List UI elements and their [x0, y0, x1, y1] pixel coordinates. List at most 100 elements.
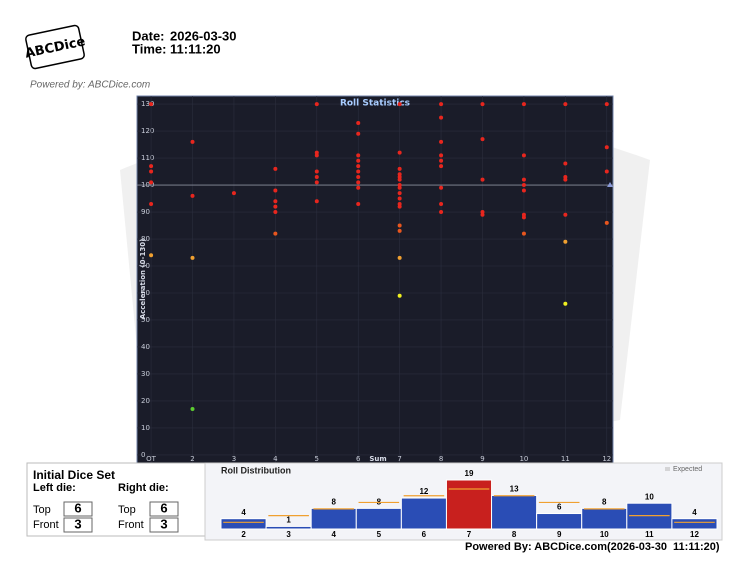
data-point	[149, 164, 154, 169]
data-point	[397, 191, 402, 196]
data-point	[314, 174, 319, 179]
x-tick-label: 11	[561, 455, 570, 463]
data-point	[356, 169, 361, 174]
data-point	[149, 201, 154, 206]
value-label: 4	[241, 508, 246, 517]
data-point	[314, 102, 319, 107]
data-point	[397, 196, 402, 201]
data-point	[314, 199, 319, 204]
value-box	[63, 517, 93, 533]
data-point	[563, 161, 568, 166]
bar	[400, 497, 447, 530]
data-point	[397, 255, 402, 260]
x-tick-label: 8	[439, 455, 443, 463]
data-point	[439, 139, 444, 144]
data-point	[273, 210, 278, 215]
data-point	[356, 164, 361, 169]
data-point	[397, 166, 402, 171]
data-point	[563, 212, 568, 217]
data-point	[604, 169, 609, 174]
legend-label: Expected	[673, 466, 702, 473]
data-point	[273, 204, 278, 209]
y-tick-label: 120	[141, 127, 154, 135]
value-label: 12	[419, 487, 428, 496]
data-point	[439, 158, 444, 163]
x-tick-label: 2	[190, 455, 194, 463]
value-box	[63, 501, 93, 517]
data-point	[480, 212, 485, 217]
die-label: Right die:	[118, 482, 169, 494]
bar	[445, 479, 493, 530]
value-box	[149, 517, 179, 533]
die-label: Left die:	[33, 482, 76, 494]
data-point	[149, 102, 154, 107]
time: 11:11:20	[170, 41, 221, 56]
x-tick-label: 3	[286, 530, 291, 539]
y-tick-label: 90	[141, 208, 150, 216]
data-point	[273, 188, 278, 193]
face-value: 3	[74, 516, 81, 531]
data-point	[356, 174, 361, 179]
data-point	[563, 239, 568, 244]
x-tick-label: 11	[645, 530, 654, 539]
data-point	[563, 301, 568, 306]
y-tick-label: 20	[141, 397, 150, 405]
data-point	[521, 102, 526, 107]
x-tick-label: 8	[512, 530, 517, 539]
x-axis-label: Sum	[369, 455, 386, 463]
footer-stamp: (2026-03-30 11:11:20)	[607, 541, 720, 553]
y-tick-label: 0	[141, 451, 145, 459]
data-point	[563, 177, 568, 182]
data-point	[273, 231, 278, 236]
data-point	[190, 193, 195, 198]
value-label: 8	[332, 497, 337, 506]
dice-panel: Initial Dice Set Left die: Right die: To…	[26, 462, 206, 537]
plot-area	[136, 95, 614, 464]
data-point	[439, 201, 444, 206]
data-point	[356, 180, 361, 185]
logo: ABCDice	[24, 24, 87, 70]
data-point	[356, 153, 361, 158]
face-label: Top	[118, 504, 136, 516]
bar	[671, 518, 718, 530]
value-box	[149, 501, 179, 517]
data-point	[521, 188, 526, 193]
x-tick-label: 4	[273, 455, 278, 463]
data-point	[356, 158, 361, 163]
value-label: 1	[286, 516, 291, 525]
data-point	[314, 180, 319, 185]
data-point	[356, 131, 361, 136]
data-point	[439, 115, 444, 120]
data-point	[231, 191, 236, 196]
data-point	[356, 185, 361, 190]
data-point	[521, 153, 526, 158]
x-tick-label: 5	[377, 530, 382, 539]
bar	[355, 507, 402, 530]
data-point	[439, 153, 444, 158]
value-label: 19	[465, 469, 474, 478]
x-tick-label: 10	[600, 530, 609, 539]
data-point	[521, 177, 526, 182]
face-label: Front	[118, 519, 144, 531]
data-point	[604, 145, 609, 150]
data-point	[149, 169, 154, 174]
bar	[536, 513, 583, 530]
value-label: 13	[510, 485, 519, 494]
value-label: 8	[602, 497, 607, 506]
data-point	[149, 253, 154, 258]
reference-marker	[607, 182, 613, 188]
y-tick-label: 30	[141, 370, 150, 378]
x-tick-label: 9	[480, 455, 484, 463]
x-tick-label: 6	[356, 455, 361, 463]
x-tick-label: 7	[397, 455, 401, 463]
data-point	[149, 180, 154, 185]
x-tick-label: 12	[690, 530, 699, 539]
footer-powered: Powered By: ABCDice.com	[465, 541, 607, 553]
y-tick-label: 50	[141, 316, 150, 324]
data-point	[190, 407, 195, 412]
data-point	[397, 204, 402, 209]
data-point	[190, 139, 195, 144]
data-point	[397, 293, 402, 298]
data-point	[397, 102, 402, 107]
